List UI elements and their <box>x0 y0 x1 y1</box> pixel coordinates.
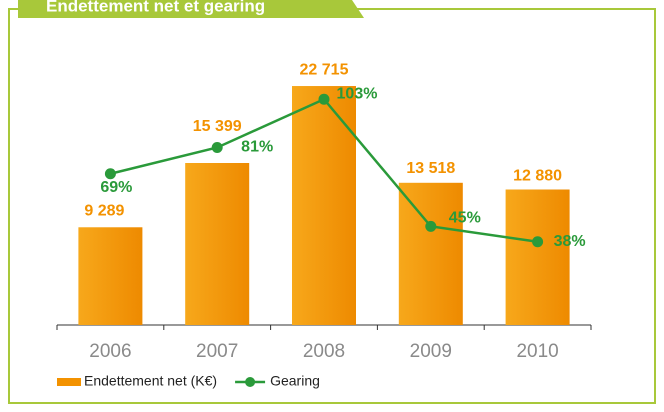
legend-label: Gearing <box>270 373 320 389</box>
line-point <box>104 168 116 180</box>
line-label: 81% <box>241 139 273 156</box>
bar-label: 15 399 <box>193 118 242 135</box>
line-label: 103% <box>337 85 378 102</box>
x-tick-label: 2010 <box>516 341 558 362</box>
bar-label: 13 518 <box>406 160 455 177</box>
bar <box>185 163 250 325</box>
bar <box>505 189 570 325</box>
legend-swatch <box>57 378 81 386</box>
title-tab <box>18 0 364 18</box>
bar-label: 22 715 <box>300 61 349 78</box>
bar-label: 12 880 <box>513 168 562 185</box>
bar <box>398 182 463 325</box>
legend-label: Endettement net (K€) <box>84 373 217 389</box>
bar <box>78 227 143 325</box>
legend-swatch <box>245 377 256 387</box>
x-tick-label: 2008 <box>303 341 345 362</box>
line-point <box>425 220 437 232</box>
chart-title: Endettement net et gearing <box>46 0 265 15</box>
line-point <box>532 236 544 248</box>
x-tick-label: 2007 <box>196 341 238 362</box>
bar-label: 9 289 <box>84 202 124 219</box>
x-tick-label: 2006 <box>89 341 131 362</box>
line-point <box>211 141 223 153</box>
x-tick-label: 2009 <box>410 341 452 362</box>
line-label: 45% <box>449 210 481 227</box>
bar <box>292 86 356 325</box>
line-point <box>318 93 330 105</box>
line-label: 38% <box>554 233 586 250</box>
line-label: 69% <box>100 179 132 196</box>
